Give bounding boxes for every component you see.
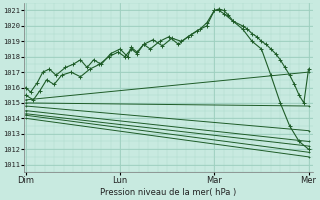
X-axis label: Pression niveau de la mer( hPa ): Pression niveau de la mer( hPa ) xyxy=(100,188,237,197)
